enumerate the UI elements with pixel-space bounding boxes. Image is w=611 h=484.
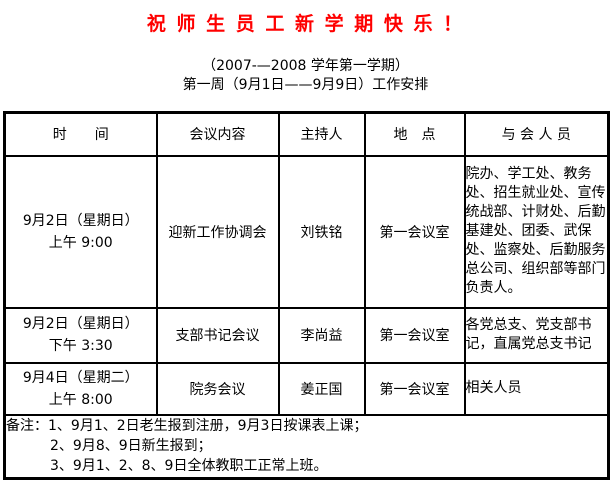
col-header-time: 时 间 <box>3 111 158 157</box>
subtitle-semester: （2007-—2008 学年第一学期） <box>202 58 409 74</box>
cell-time: 9月2日（星期日） 下午 3:30 <box>3 306 158 364</box>
cell-attendees: 相关人员 <box>463 361 610 416</box>
notes-label: 备注： <box>6 417 49 434</box>
time-hour: 下午 3:30 <box>48 338 113 354</box>
note-text-1: 1、9月1、2日老生报到注册，9月3日按课表上课； <box>48 417 368 434</box>
cell-host: 刘铁铭 <box>277 154 366 309</box>
notes-cell: 备注：1、9月1、2日老生报到注册，9月3日按课表上课； 2、9月8、9日新生报… <box>3 413 610 480</box>
time-hour: 上午 8:00 <box>48 391 113 408</box>
cell-attendees: 院办、学工处、教务处、招生就业处、宣传统战部、计财处、后勤基建处、团委、武保处、… <box>463 154 610 309</box>
table-row: 9月2日（星期日） 上午 9:00 迎新工作协调会 刘铁铭 第一会议室 院办、学… <box>3 154 610 309</box>
cell-time: 9月2日（星期日） 上午 9:00 <box>3 154 158 309</box>
time-date: 9月2日（星期日） <box>22 212 139 229</box>
document-title: 祝 师 生 员 工 新 学 期 快 乐 ！ <box>146 13 465 35</box>
subtitle-block: （2007-—2008 学年第一学期） 第一周（9月1日——9月9日）工作安排 <box>0 57 611 95</box>
table-header-row: 时 间 会议内容 主持人 地 点 与 会 人 员 <box>3 111 610 157</box>
notes-row: 备注：1、9月1、2日老生报到注册，9月3日按课表上课； 2、9月8、9日新生报… <box>3 413 610 480</box>
cell-meeting-content: 院务会议 <box>155 361 280 416</box>
cell-host: 姜正国 <box>277 361 366 416</box>
cell-location: 第一会议室 <box>363 361 466 416</box>
cell-time: 9月4日（星期二） 上午 8:00 <box>3 361 158 416</box>
col-header-content: 会议内容 <box>155 111 280 157</box>
subtitle-week-range: 第一周（9月1日——9月9日）工作安排 <box>182 77 429 93</box>
time-hour: 上午 9:00 <box>48 234 113 251</box>
cell-meeting-content: 支部书记会议 <box>155 306 280 364</box>
cell-meeting-content: 迎新工作协调会 <box>155 154 280 309</box>
cell-attendees: 各党总支、党支部书记，直属党总支书记 <box>463 306 610 364</box>
time-date: 9月2日（星期日） <box>22 316 139 332</box>
note-line-3: 3、9月1、2、8、9日全体教职工正常上班。 <box>50 457 328 474</box>
col-header-attendees: 与 会 人 员 <box>463 111 610 157</box>
table-row: 9月4日（星期二） 上午 8:00 院务会议 姜正国 第一会议室 相关人员 <box>3 361 610 416</box>
cell-location: 第一会议室 <box>363 154 466 309</box>
note-line-1: 备注：1、9月1、2日老生报到注册，9月3日按课表上课； <box>6 417 607 436</box>
schedule-table: 时 间 会议内容 主持人 地 点 与 会 人 员 9月2日（星期日） 上午 9:… <box>3 111 610 480</box>
note-line-2: 2、9月8、9日新生报到； <box>50 437 212 454</box>
col-header-location: 地 点 <box>363 111 466 157</box>
table-row: 9月2日（星期日） 下午 3:30 支部书记会议 李尚益 第一会议室 各党总支、… <box>3 306 610 364</box>
col-header-host: 主持人 <box>277 111 366 157</box>
cell-location: 第一会议室 <box>363 306 466 364</box>
time-date: 9月4日（星期二） <box>22 369 139 386</box>
cell-host: 李尚益 <box>277 306 366 364</box>
